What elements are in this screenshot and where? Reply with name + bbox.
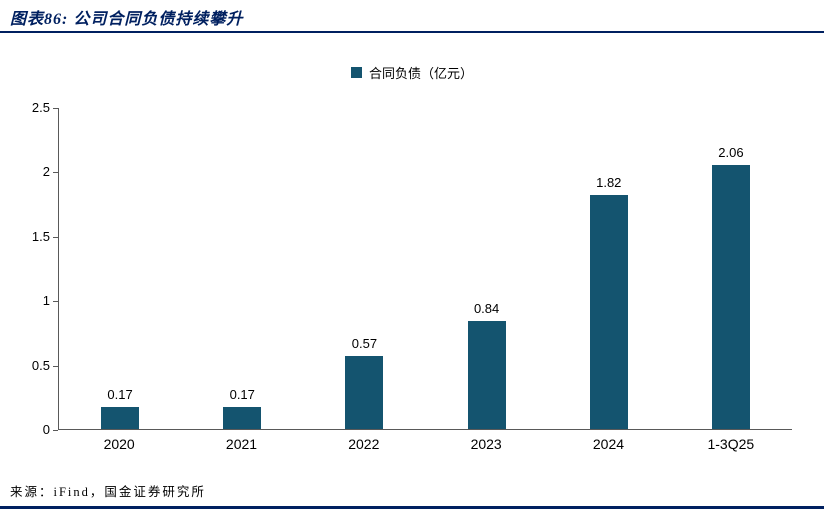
bar [223,407,262,429]
bar-value-label: 0.57 [351,335,378,351]
y-axis-tick-label: 2.5 [31,100,50,115]
y-axis-tick-label: 0.5 [31,357,50,373]
bar-value-label: 1.82 [596,175,622,191]
bottom-border-line [0,506,824,509]
y-axis-tick-mark [53,236,58,238]
y-axis-tick-mark [53,108,58,109]
title-divider-line [0,31,824,33]
x-axis: 2020 2021 2022 2023 2024 1-3Q25 [58,436,792,452]
source-note: 来源：iFind，国金证券研究所 [10,485,206,499]
chart-title: 图表86: 公司合同负债持续攀升 [10,11,244,28]
y-axis-tick-mark [53,365,58,367]
bar-group: 0.17 [181,108,303,429]
bar-value-label: 2.06 [718,144,744,160]
bar [467,321,506,429]
x-axis-label: 2024 [592,436,625,452]
bar-group: 0.84 [426,108,548,429]
legend-label: 合同负债（亿元） [368,66,473,81]
y-axis-tick-label: 1.5 [31,228,50,244]
y-axis-tick-mark [53,172,58,174]
bar [589,195,628,429]
bars-container: 0.17 0.17 0.57 0.84 1.82 2.06 [59,108,792,429]
bar-group: 1.82 [548,108,670,429]
legend-swatch-icon [350,67,362,78]
bar-value-label: 0.17 [229,387,255,403]
bar-group: 0.17 [59,108,181,429]
x-axis-label: 2020 [103,436,135,452]
bar [711,164,750,429]
plot-area: 0.17 0.17 0.57 0.84 1.82 2.06 [58,108,792,430]
y-axis-tick-mark [53,301,58,303]
bar-value-label: 0.84 [473,301,500,317]
x-axis-label: 1-3Q25 [707,436,755,452]
y-axis-tick-mark [53,430,58,431]
chart-legend: 合同负债（亿元） [0,63,824,82]
y-axis-tick-label: 2 [42,164,50,180]
y-axis-tick-label: 1 [42,293,50,309]
bar [345,355,384,429]
bar-group: 0.57 [303,108,425,429]
bar-group: 2.06 [670,108,792,429]
x-axis-label: 2023 [470,436,502,452]
x-axis-label: 2022 [348,436,380,452]
y-axis-tick-label: 0 [42,422,50,437]
bar [101,407,140,429]
x-axis-label: 2021 [225,436,258,452]
bar-value-label: 0.17 [107,387,133,403]
